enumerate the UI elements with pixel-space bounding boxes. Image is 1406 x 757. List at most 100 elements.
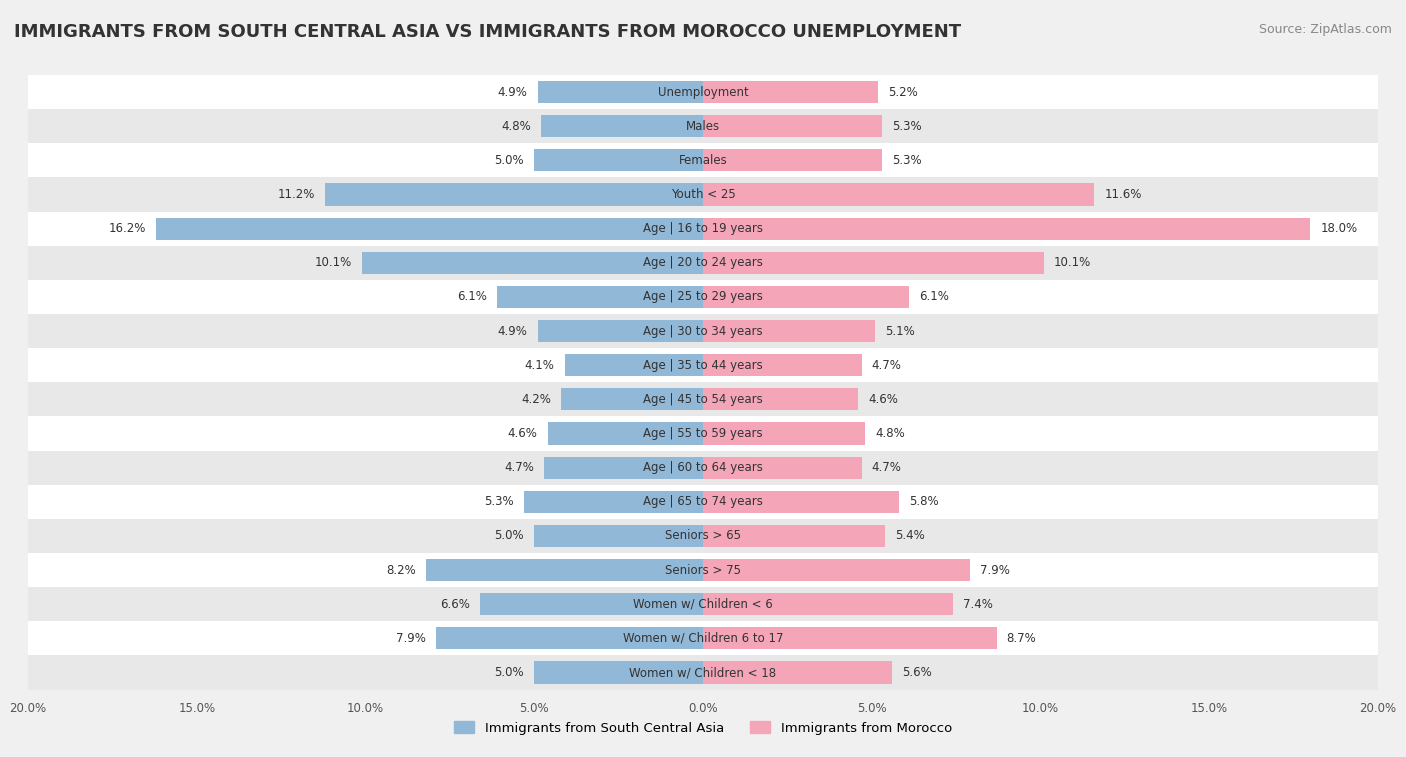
Text: Women w/ Children < 6: Women w/ Children < 6 — [633, 598, 773, 611]
Bar — [28, 280, 1378, 314]
Text: Women w/ Children < 18: Women w/ Children < 18 — [630, 666, 776, 679]
Bar — [537, 320, 703, 342]
Bar — [537, 81, 703, 103]
Text: 18.0%: 18.0% — [1320, 222, 1358, 235]
Bar — [703, 422, 865, 444]
Text: 4.9%: 4.9% — [498, 325, 527, 338]
Text: 8.7%: 8.7% — [1007, 632, 1036, 645]
Text: 4.6%: 4.6% — [508, 427, 537, 440]
Bar — [703, 115, 882, 137]
Bar — [703, 81, 879, 103]
Text: 5.3%: 5.3% — [891, 154, 921, 167]
Bar — [703, 628, 997, 650]
Text: 4.7%: 4.7% — [872, 359, 901, 372]
Bar — [28, 621, 1378, 656]
Bar — [703, 251, 1043, 274]
Bar — [703, 388, 858, 410]
Bar — [28, 656, 1378, 690]
Text: 5.0%: 5.0% — [495, 666, 524, 679]
Bar — [565, 354, 703, 376]
Bar — [28, 75, 1378, 109]
Text: Unemployment: Unemployment — [658, 86, 748, 98]
Text: 7.9%: 7.9% — [396, 632, 426, 645]
Text: Age | 65 to 74 years: Age | 65 to 74 years — [643, 495, 763, 508]
Bar — [436, 628, 703, 650]
Text: 6.6%: 6.6% — [440, 598, 470, 611]
Bar — [703, 286, 908, 308]
Text: 4.9%: 4.9% — [498, 86, 527, 98]
Text: 5.0%: 5.0% — [495, 529, 524, 543]
Bar — [703, 593, 953, 615]
Bar — [156, 217, 703, 240]
Text: Females: Females — [679, 154, 727, 167]
Text: Source: ZipAtlas.com: Source: ZipAtlas.com — [1258, 23, 1392, 36]
Bar — [703, 662, 891, 684]
Text: 5.0%: 5.0% — [495, 154, 524, 167]
Bar — [703, 183, 1094, 206]
Bar — [548, 422, 703, 444]
Text: 4.2%: 4.2% — [522, 393, 551, 406]
Text: Age | 25 to 29 years: Age | 25 to 29 years — [643, 291, 763, 304]
Bar — [524, 491, 703, 513]
Bar — [703, 217, 1310, 240]
Text: 4.7%: 4.7% — [505, 461, 534, 474]
Text: 5.4%: 5.4% — [896, 529, 925, 543]
Text: Youth < 25: Youth < 25 — [671, 188, 735, 201]
Bar — [703, 525, 886, 547]
Text: 8.2%: 8.2% — [387, 564, 416, 577]
Text: Age | 16 to 19 years: Age | 16 to 19 years — [643, 222, 763, 235]
Bar — [534, 662, 703, 684]
Text: 7.9%: 7.9% — [980, 564, 1010, 577]
Bar — [28, 348, 1378, 382]
Bar — [28, 177, 1378, 211]
Bar — [28, 314, 1378, 348]
Text: 4.6%: 4.6% — [869, 393, 898, 406]
Text: 11.2%: 11.2% — [277, 188, 315, 201]
Text: 4.7%: 4.7% — [872, 461, 901, 474]
Text: Seniors > 65: Seniors > 65 — [665, 529, 741, 543]
Text: 10.1%: 10.1% — [315, 257, 352, 269]
Text: Males: Males — [686, 120, 720, 132]
Text: 5.1%: 5.1% — [886, 325, 915, 338]
Bar — [28, 587, 1378, 621]
Text: 5.3%: 5.3% — [891, 120, 921, 132]
Text: Age | 35 to 44 years: Age | 35 to 44 years — [643, 359, 763, 372]
Text: Age | 20 to 24 years: Age | 20 to 24 years — [643, 257, 763, 269]
Text: 6.1%: 6.1% — [920, 291, 949, 304]
Text: Seniors > 75: Seniors > 75 — [665, 564, 741, 577]
Bar — [28, 450, 1378, 484]
Bar — [28, 382, 1378, 416]
Bar — [561, 388, 703, 410]
Bar — [534, 525, 703, 547]
Text: 7.4%: 7.4% — [963, 598, 993, 611]
Bar — [28, 416, 1378, 450]
Bar — [541, 115, 703, 137]
Bar — [28, 553, 1378, 587]
Legend: Immigrants from South Central Asia, Immigrants from Morocco: Immigrants from South Central Asia, Immi… — [449, 716, 957, 740]
Text: 4.1%: 4.1% — [524, 359, 554, 372]
Bar — [703, 320, 875, 342]
Bar — [28, 109, 1378, 143]
Bar — [481, 593, 703, 615]
Text: IMMIGRANTS FROM SOUTH CENTRAL ASIA VS IMMIGRANTS FROM MOROCCO UNEMPLOYMENT: IMMIGRANTS FROM SOUTH CENTRAL ASIA VS IM… — [14, 23, 962, 41]
Text: 5.6%: 5.6% — [903, 666, 932, 679]
Bar — [28, 211, 1378, 246]
Text: 4.8%: 4.8% — [501, 120, 531, 132]
Bar — [498, 286, 703, 308]
Text: Age | 45 to 54 years: Age | 45 to 54 years — [643, 393, 763, 406]
Text: 6.1%: 6.1% — [457, 291, 486, 304]
Text: 5.2%: 5.2% — [889, 86, 918, 98]
Text: 11.6%: 11.6% — [1105, 188, 1142, 201]
Bar — [325, 183, 703, 206]
Bar — [703, 559, 970, 581]
Text: 10.1%: 10.1% — [1054, 257, 1091, 269]
Bar — [544, 456, 703, 478]
Text: Age | 30 to 34 years: Age | 30 to 34 years — [643, 325, 763, 338]
Text: 5.3%: 5.3% — [485, 495, 515, 508]
Bar — [28, 143, 1378, 177]
Bar — [426, 559, 703, 581]
Bar — [703, 456, 862, 478]
Text: Age | 60 to 64 years: Age | 60 to 64 years — [643, 461, 763, 474]
Text: 4.8%: 4.8% — [875, 427, 905, 440]
Bar — [28, 246, 1378, 280]
